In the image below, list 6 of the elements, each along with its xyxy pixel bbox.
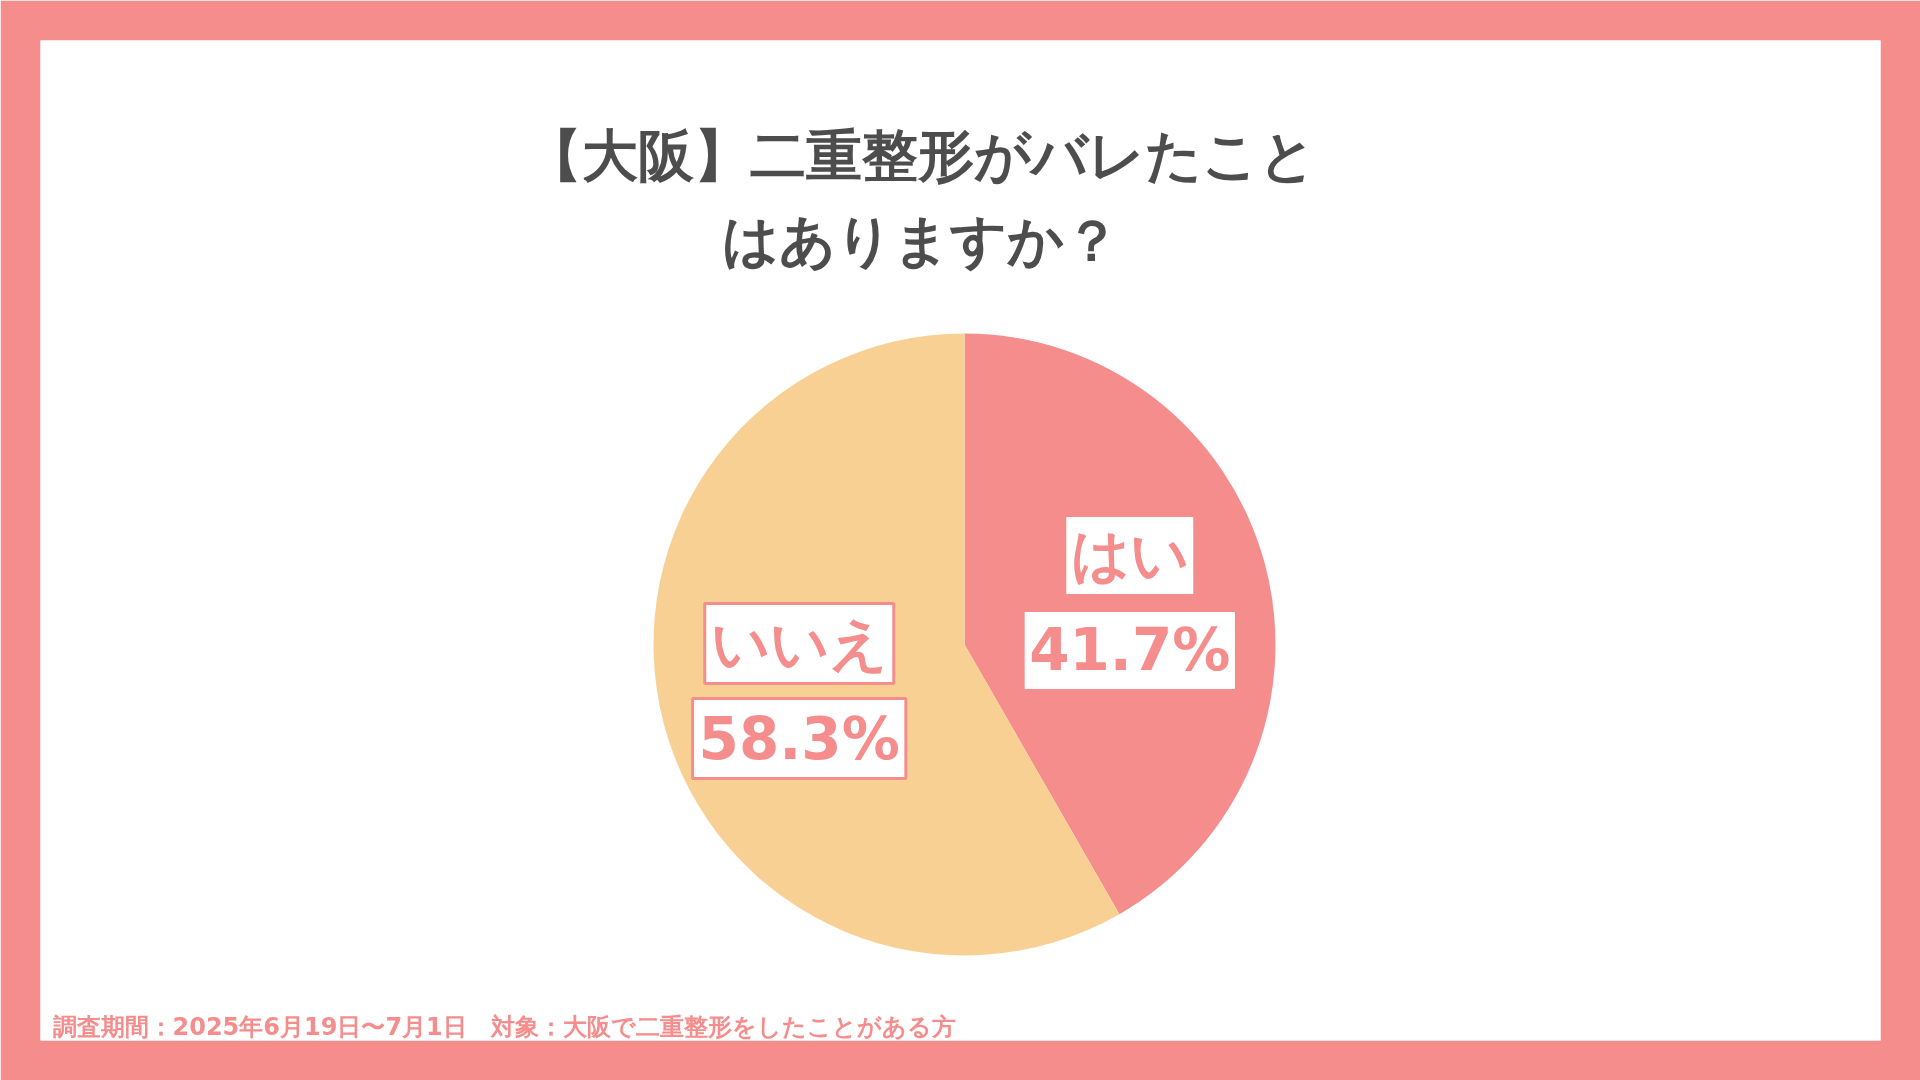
- data-label: 41.7%: [1029, 616, 1231, 685]
- text: 調査期間：2025年6月19日〜7月1日 対象：大阪で二重整形をしたことがある方: [52, 1012, 956, 1041]
- slice-label: はい: [1070, 521, 1189, 590]
- chart-title: 【大阪】二重整形がバレたことはありますか？: [525, 123, 1316, 273]
- slice-label: いいえ: [710, 609, 888, 678]
- data-label: 58.3%: [698, 704, 900, 773]
